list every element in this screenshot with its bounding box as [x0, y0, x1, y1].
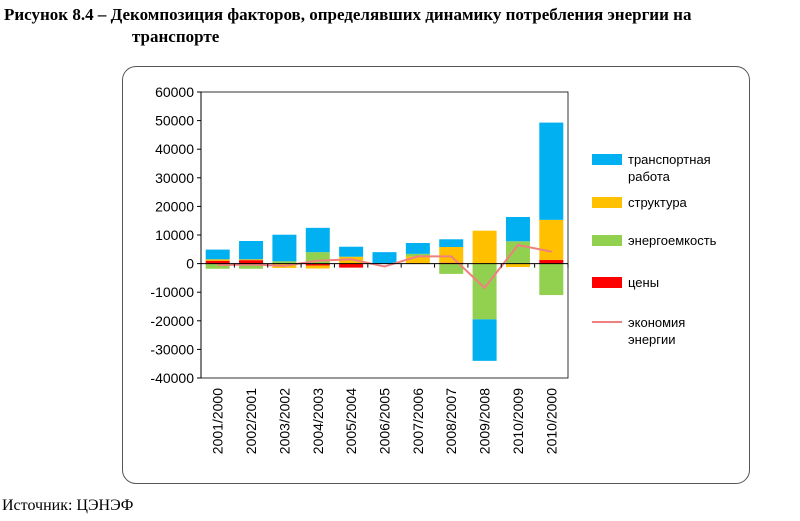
legend-label: структура — [628, 195, 688, 210]
source-note: Источник: ЦЭНЭФ — [2, 497, 134, 514]
x-tick-label: 2005/2004 — [343, 388, 359, 454]
x-tick-label: 2010/2000 — [543, 388, 559, 454]
legend-swatch — [592, 277, 622, 288]
y-tick-label: -20000 — [150, 313, 194, 329]
legend-label: экономия энергии — [628, 315, 685, 347]
bar-цены-2002-2001 — [239, 260, 264, 264]
bar-транспортная-работа-2010-2009 — [505, 216, 530, 242]
bar-энергоемкость-2010-2000 — [539, 263, 564, 296]
bar-цены-2005-2004 — [339, 263, 364, 268]
y-tick-label: 0 — [186, 256, 194, 272]
bar-энергоемкость-2007-2006 — [405, 253, 430, 257]
y-tick-label: 10000 — [155, 227, 194, 243]
bar-структура-2001-2000 — [205, 259, 230, 261]
figure-title: Рисунок 8.4 – Декомпозиция факторов, опр… — [4, 4, 796, 48]
x-tick-label: 2003/2002 — [276, 388, 292, 454]
legend-label: транспортная работа — [628, 152, 711, 184]
bar-цены-2010-2000 — [539, 259, 564, 264]
line-point — [350, 258, 352, 261]
x-tick-label: 2002/2001 — [243, 388, 259, 454]
y-tick-label: 60000 — [155, 84, 194, 100]
x-tick-label: 2004/2003 — [310, 388, 326, 454]
bar-транспортная-работа-2010-2000 — [539, 122, 564, 220]
bar-структура-2004-2003 — [305, 265, 330, 269]
line-point — [383, 265, 386, 268]
bar-структура-2007-2006 — [405, 256, 430, 264]
bar-транспортная-работа-2004-2003 — [305, 227, 330, 253]
x-tick-label: 2010/2009 — [510, 388, 526, 454]
line-point — [550, 250, 553, 253]
y-tick-label: 20000 — [155, 198, 194, 214]
bar-транспортная-работа-2006-2005 — [372, 252, 397, 264]
line-point — [316, 259, 319, 262]
legend-swatch — [592, 197, 622, 208]
bar-энергоемкость-2003-2002 — [272, 261, 297, 264]
bar-энергоемкость-2009-2008 — [472, 263, 497, 320]
bar-структура-2002-2001 — [239, 259, 264, 261]
figure-title-line2: транспорте — [132, 27, 220, 46]
x-tick-label: 2009/2008 — [477, 388, 493, 454]
bar-транспортная-работа-2002-2001 — [239, 241, 264, 260]
bar-транспортная-работа-2009-2008 — [472, 319, 497, 361]
x-tick-label: 2008/2007 — [443, 388, 459, 454]
y-tick-label: 50000 — [155, 113, 194, 129]
y-tick-label: -30000 — [150, 341, 194, 357]
legend: транспортная работа структура энергоемкость… — [592, 152, 717, 347]
bar-цены-2004-2003 — [305, 263, 330, 266]
legend-label: цены — [628, 275, 659, 290]
y-tick-label: 40000 — [155, 141, 194, 157]
bar-энергоемкость-2008-2007 — [439, 263, 464, 274]
bar-структура-2010-2000 — [539, 219, 564, 260]
bar-структура-2008-2007 — [439, 247, 464, 263]
y-tick-label: 30000 — [155, 170, 194, 186]
legend-swatch — [592, 154, 622, 165]
line-point — [283, 265, 286, 267]
bar-энергоемкость-2004-2003 — [305, 252, 330, 264]
bar-энергоемкость-2002-2001 — [239, 263, 264, 269]
x-tick-label: 2001/2000 — [210, 388, 226, 454]
savings-line — [216, 243, 553, 290]
bar-транспортная-работа-2003-2002 — [272, 234, 297, 262]
line-point — [517, 244, 519, 246]
figure-title-line1: Рисунок 8.4 – Декомпозиция факторов, опр… — [4, 5, 692, 24]
y-tick-label: -10000 — [150, 284, 194, 300]
y-tick-label: -40000 — [150, 370, 194, 386]
x-tick-label: 2007/2006 — [410, 388, 426, 454]
bar-энергоемкость-2001-2000 — [205, 263, 230, 269]
bar-транспортная-работа-2005-2004 — [339, 246, 364, 257]
line-point — [417, 255, 419, 258]
bar-транспортная-работа-2008-2007 — [439, 239, 464, 248]
bar-транспортная-работа-2007-2006 — [405, 243, 430, 254]
bar-цены-2001-2000 — [205, 260, 230, 264]
line-point — [216, 264, 219, 266]
line-point — [483, 287, 486, 289]
axes: 60000 50000 40000 30000 20000 10000 0 -10000 -20… — [150, 84, 569, 454]
legend-label: энергоемкость — [628, 233, 717, 248]
bar-структура-2009-2008 — [472, 230, 497, 264]
line-point — [450, 255, 453, 258]
legend-swatch — [592, 235, 622, 246]
x-tick-label: 2006/2005 — [377, 388, 393, 454]
bar-транспортная-работа-2001-2000 — [205, 249, 230, 260]
bar-структура-2010-2009 — [505, 263, 530, 268]
